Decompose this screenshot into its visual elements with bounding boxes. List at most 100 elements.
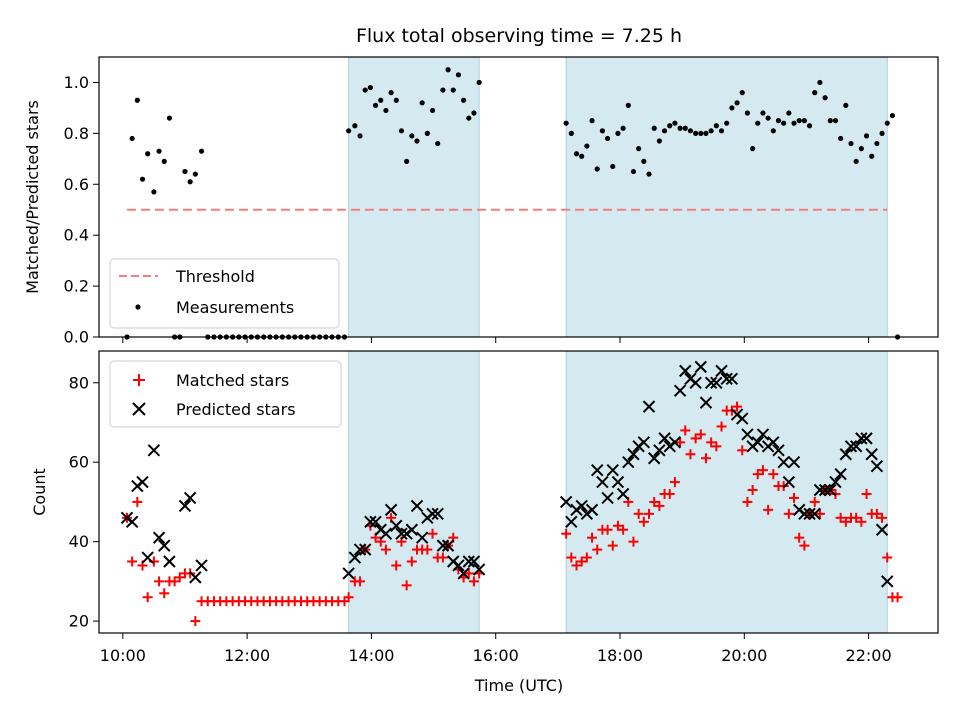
top-panel: 0.0 0.2 0.4 0.6 0.8 1.0 [64,56,939,347]
measurement-point [594,166,600,172]
matched-point [633,508,644,519]
predicted-point-b [865,448,878,461]
predicted-point-b [178,499,192,513]
predicted-point-b [565,515,578,528]
measurement-point [610,163,616,170]
predicted-point-b [384,503,398,517]
matched-point [132,496,143,507]
measurement-point [630,168,637,175]
predicted-point-b [849,440,863,453]
predicted-point-b [353,543,367,556]
matched-point [695,429,706,440]
predicted-point [348,551,362,564]
matched-point [706,437,717,448]
measurement-point [713,123,719,129]
measurement-point [744,110,751,116]
predicted-point-b [369,515,382,528]
matched-point [654,500,665,511]
measurements-legend-swatch [135,304,141,310]
measurement-point [656,138,662,144]
predicted-point [694,360,708,374]
matched-point [737,445,748,456]
predicted-point-b [689,376,702,389]
bottom-panel: 20 40 60 80 10:00 12:00 14:00 16:00 18:00 20:00 22… [69,350,939,665]
predicted-point-b [756,428,770,441]
predicted-point [637,436,651,449]
predicted-point-b [787,456,801,469]
measurement-point [646,171,652,177]
predicted-point [699,396,713,409]
predicted-point [369,515,382,528]
matched-point [142,592,153,603]
predicted-point-b [410,499,424,513]
measurement-point [698,130,704,136]
predicted-point-b [441,539,455,552]
measurement-point [192,171,198,177]
predicted-point-b [637,436,651,449]
measurement-point [858,146,864,152]
measurement-point [755,120,761,126]
measurement-point [378,97,384,103]
measurement-point [832,118,839,124]
predicted-point [772,444,785,457]
predicted-point [803,507,816,521]
measurement-point [367,84,373,91]
bottom-x-tick-label: 22:00 [846,646,892,665]
measurement-point [801,118,807,124]
measurement-point [466,115,472,121]
predicted-point-b [342,567,355,580]
predicted-point-b [844,440,858,453]
measurement-point [615,130,621,136]
matched-point [190,616,201,627]
measurement-point [843,102,849,108]
matched-point [571,560,582,571]
predicted-point [725,372,739,386]
bottom-plot-frame [98,350,939,634]
predicted-point [808,507,821,521]
predicted-point [189,571,202,584]
predicted-point-b [125,515,139,528]
matched-point [437,552,448,563]
matched-point [669,477,680,488]
predicted-point-b [725,372,739,386]
top-y-tick-label: 1.0 [64,73,89,92]
predicted-point [136,475,149,489]
matched-point [391,560,402,571]
predicted-point-b [141,551,154,564]
matched-point [732,401,743,412]
measurement-point [853,158,859,164]
predicted-point [767,436,780,449]
measurement-point [393,97,399,103]
measurement-point [573,151,580,157]
matched-point [427,528,438,539]
predicted-point-b [715,364,728,378]
predicted-point [668,436,682,449]
predicted-point [462,555,475,568]
measurement-point [848,140,854,147]
bottom-legend-box [109,360,342,428]
measurement-point [651,125,657,131]
predicted-point-b [855,432,868,445]
measurement-point [145,151,151,157]
predicted-point-b [147,444,161,457]
measurement-point [372,102,379,108]
matched-point [840,516,851,527]
measurement-point [765,115,771,121]
predicted-point-b [158,539,171,552]
matched-point [809,496,820,507]
measurement-point [869,153,875,159]
predicted-point-b [426,507,439,521]
predicted-point-b [824,483,837,497]
measurement-point [383,107,389,114]
matched-point [154,576,165,587]
matched-point [644,508,655,519]
predicted-point-b [704,376,718,389]
predicted-point [865,448,878,461]
predicted-point [736,412,749,425]
measurement-point [414,138,420,144]
matched-point [581,552,592,563]
measurement-point [404,158,410,164]
top-y-axis-label: Matched/Predicted stars [23,100,42,294]
predicted-point-b [457,567,470,580]
matched-point [794,532,805,543]
